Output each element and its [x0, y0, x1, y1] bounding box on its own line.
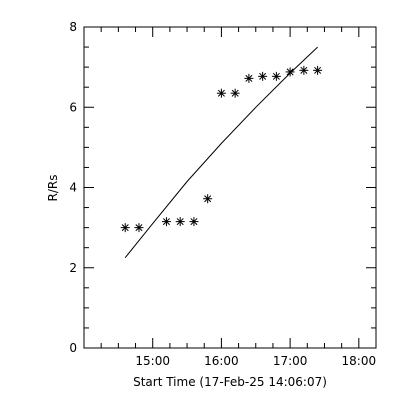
x-tick-label: 15:00 — [135, 354, 170, 368]
x-tick-label: 17:00 — [273, 354, 308, 368]
data-point — [285, 67, 295, 77]
fit-line — [124, 46, 318, 259]
data-point — [244, 73, 254, 83]
x-tick-label: 18:00 — [342, 354, 377, 368]
axis-tick-labels: 15:00 16:00 17:00 18:00 0 2 4 6 8 — [69, 20, 376, 368]
data-point — [230, 88, 240, 98]
data-point — [271, 71, 281, 81]
plot-frame — [83, 26, 377, 349]
data-point — [175, 217, 185, 227]
data-point — [161, 217, 171, 227]
y-tick-label: 8 — [69, 20, 77, 34]
y-tick-label: 4 — [69, 181, 77, 195]
y-tick-label: 6 — [69, 100, 77, 114]
data-point — [120, 223, 130, 233]
data-point — [189, 217, 199, 227]
y-tick-label: 2 — [69, 261, 77, 275]
axis-ticks — [83, 26, 377, 349]
data-point — [203, 194, 213, 204]
data-points — [120, 65, 323, 233]
data-point — [299, 65, 309, 75]
data-point — [134, 223, 144, 233]
x-tick-label: 16:00 — [204, 354, 239, 368]
data-point — [258, 71, 268, 81]
y-tick-label: 0 — [69, 341, 77, 355]
data-point — [216, 88, 226, 98]
data-point — [313, 65, 323, 75]
x-axis-label: Start Time (17-Feb-25 14:06:07) — [133, 375, 327, 389]
y-axis-label: R/Rs — [46, 175, 60, 202]
